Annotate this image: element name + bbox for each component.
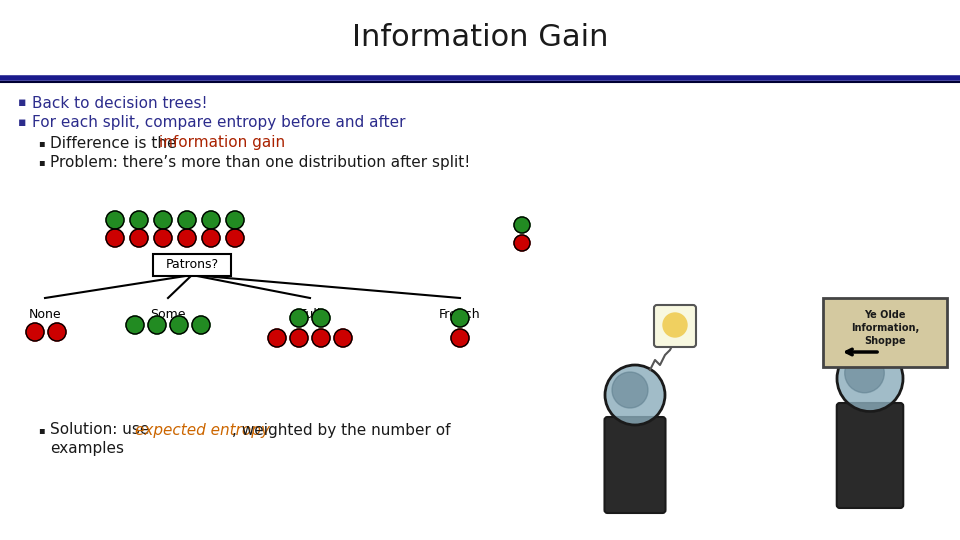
Text: Ye Olde: Ye Olde — [864, 310, 905, 320]
Circle shape — [202, 211, 220, 229]
Circle shape — [845, 353, 884, 393]
Text: Problem: there’s more than one distribution after split!: Problem: there’s more than one distribut… — [50, 154, 470, 170]
Text: Solution: use: Solution: use — [50, 422, 155, 437]
Circle shape — [130, 229, 148, 247]
Text: expected entropy: expected entropy — [134, 422, 270, 437]
Circle shape — [226, 211, 244, 229]
Circle shape — [26, 323, 44, 341]
Text: For each split, compare entropy before and after: For each split, compare entropy before a… — [32, 114, 405, 130]
Circle shape — [148, 316, 166, 334]
Circle shape — [605, 365, 665, 425]
Text: Information Gain: Information Gain — [351, 24, 609, 52]
Circle shape — [178, 211, 196, 229]
Text: Back to decision trees!: Back to decision trees! — [32, 96, 207, 111]
Circle shape — [514, 235, 530, 251]
Circle shape — [226, 229, 244, 247]
FancyBboxPatch shape — [823, 298, 947, 367]
FancyBboxPatch shape — [605, 417, 665, 513]
Circle shape — [106, 229, 124, 247]
Circle shape — [268, 329, 286, 347]
Circle shape — [451, 329, 469, 347]
FancyBboxPatch shape — [153, 254, 231, 276]
Text: ▪: ▪ — [18, 116, 27, 129]
Text: Patrons?: Patrons? — [165, 259, 219, 272]
Text: French: French — [439, 308, 481, 321]
Circle shape — [612, 372, 648, 408]
Text: Some: Some — [151, 308, 185, 321]
Circle shape — [126, 316, 144, 334]
Circle shape — [48, 323, 66, 341]
Text: Information,: Information, — [851, 323, 919, 333]
Circle shape — [130, 211, 148, 229]
Text: ▪: ▪ — [38, 425, 44, 435]
Text: None: None — [29, 308, 61, 321]
Circle shape — [178, 229, 196, 247]
Text: Full: Full — [300, 308, 321, 321]
Text: ▪: ▪ — [18, 97, 27, 110]
Circle shape — [663, 313, 687, 337]
Circle shape — [514, 217, 530, 233]
Circle shape — [154, 211, 172, 229]
Circle shape — [312, 329, 330, 347]
Circle shape — [290, 309, 308, 327]
Circle shape — [202, 229, 220, 247]
Text: , weighted by the number of: , weighted by the number of — [231, 422, 450, 437]
Circle shape — [837, 346, 903, 411]
Text: ▪: ▪ — [38, 157, 44, 167]
Text: Difference is the: Difference is the — [50, 136, 181, 151]
Circle shape — [290, 329, 308, 347]
Circle shape — [170, 316, 188, 334]
Circle shape — [154, 229, 172, 247]
Circle shape — [451, 309, 469, 327]
Circle shape — [106, 211, 124, 229]
Circle shape — [312, 309, 330, 327]
Circle shape — [334, 329, 352, 347]
Text: information gain: information gain — [159, 136, 285, 151]
FancyBboxPatch shape — [837, 403, 903, 508]
Circle shape — [192, 316, 210, 334]
Text: Shoppe: Shoppe — [864, 336, 906, 346]
Text: ▪: ▪ — [38, 138, 44, 148]
Text: examples: examples — [50, 441, 124, 456]
FancyBboxPatch shape — [654, 305, 696, 347]
